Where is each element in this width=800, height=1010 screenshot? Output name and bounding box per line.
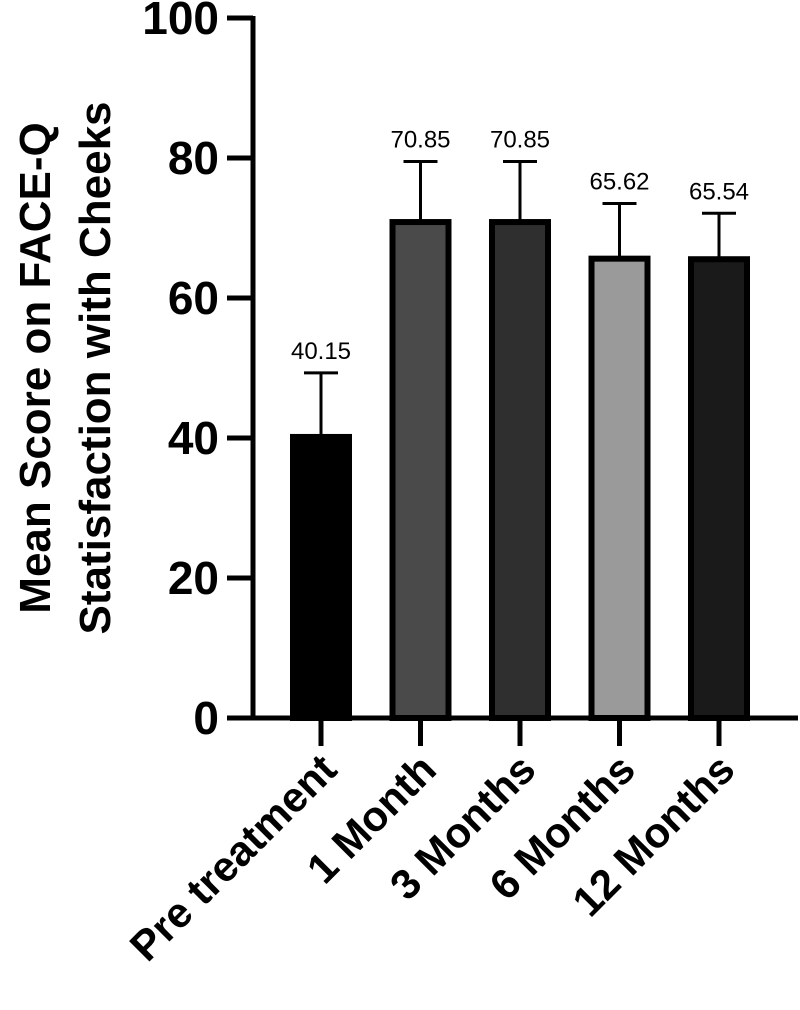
y-axis-title-line-2: Statisfaction with Cheeks (71, 101, 120, 634)
bar (688, 256, 750, 721)
data-label: 70.85 (490, 127, 550, 154)
bar (588, 255, 651, 721)
y-tick-label: 40 (168, 412, 219, 464)
y-tick-label: 0 (193, 692, 219, 744)
bar (290, 433, 352, 721)
data-label: 40.15 (291, 338, 351, 365)
y-axis-title: Mean Score on FACE-Q Statisfaction with … (11, 101, 120, 634)
bar (489, 219, 551, 722)
y-axis-title-line-1: Mean Score on FACE-Q (11, 122, 60, 613)
bar (389, 219, 452, 722)
data-label: 70.85 (390, 127, 450, 154)
y-tick-label: 80 (168, 132, 219, 184)
data-label: 65.62 (589, 169, 649, 196)
y-tick-label: 20 (168, 552, 219, 604)
y-tick-label: 60 (168, 272, 219, 324)
y-tick-label: 100 (142, 0, 219, 44)
y-axis-ticks: 0 20 40 60 80 100 (142, 0, 253, 744)
data-label: 65.54 (689, 178, 749, 205)
bars: 40.15 70.85 70.85 65.62 65.54 (290, 127, 750, 722)
